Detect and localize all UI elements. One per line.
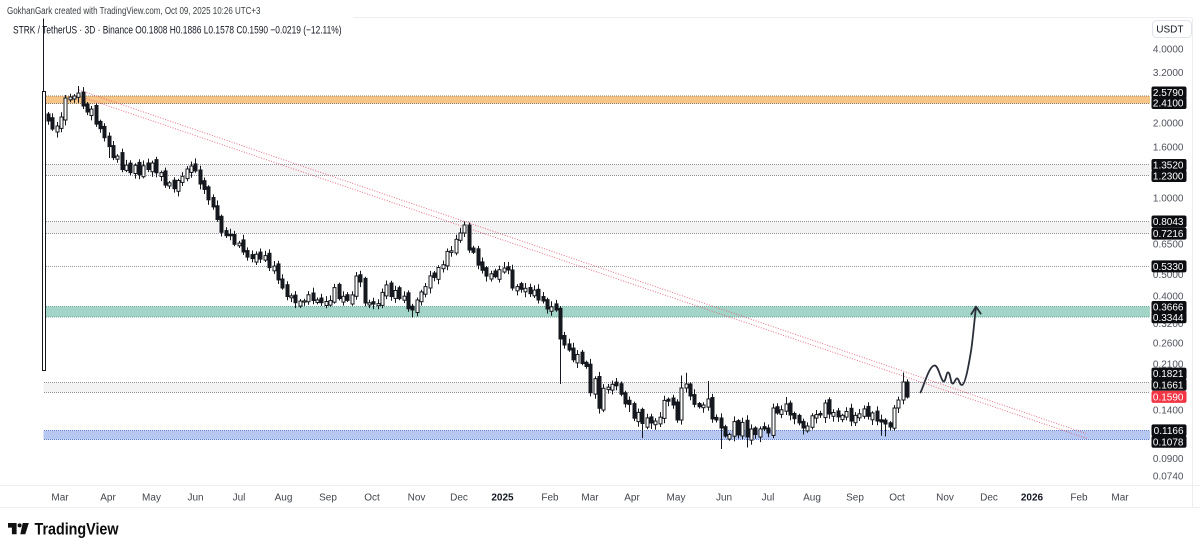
svg-text:3.2000: 3.2000 xyxy=(1153,68,1184,79)
svg-text:0.1078: 0.1078 xyxy=(1153,437,1184,448)
svg-text:2026: 2026 xyxy=(1021,493,1044,504)
svg-text:0.5330: 0.5330 xyxy=(1153,262,1184,273)
svg-text:Nov: Nov xyxy=(408,493,426,504)
svg-text:STRK / TetherUS · 3D · Binance: STRK / TetherUS · 3D · Binance O0.1808 H… xyxy=(13,25,342,37)
svg-text:2025: 2025 xyxy=(491,493,514,504)
svg-text:TradingView: TradingView xyxy=(35,521,119,539)
svg-text:0.1590: 0.1590 xyxy=(1153,392,1184,403)
svg-text:0.3200: 0.3200 xyxy=(1153,319,1184,330)
svg-text:Feb: Feb xyxy=(541,493,559,504)
svg-text:Jun: Jun xyxy=(716,493,732,504)
svg-text:Sep: Sep xyxy=(319,493,337,504)
svg-text:Aug: Aug xyxy=(803,493,821,504)
svg-text:Nov: Nov xyxy=(936,493,954,504)
svg-text:Mar: Mar xyxy=(581,493,599,504)
svg-text:0.7216: 0.7216 xyxy=(1153,229,1184,240)
svg-text:GokhanGark created with Tradin: GokhanGark created with TradingView.com,… xyxy=(7,6,261,17)
svg-text:Feb: Feb xyxy=(1070,493,1088,504)
svg-text:1.2300: 1.2300 xyxy=(1153,172,1184,183)
svg-text:Jun: Jun xyxy=(187,493,203,504)
svg-text:0.8043: 0.8043 xyxy=(1153,217,1184,228)
svg-text:0.0900: 0.0900 xyxy=(1153,454,1184,465)
svg-text:Oct: Oct xyxy=(889,493,905,504)
svg-text:May: May xyxy=(667,493,686,504)
svg-text:0.3344: 0.3344 xyxy=(1153,313,1184,324)
svg-text:0.6500: 0.6500 xyxy=(1153,240,1184,251)
svg-text:1.0000: 1.0000 xyxy=(1153,194,1184,205)
svg-text:Aug: Aug xyxy=(275,493,293,504)
svg-text:0.1821: 0.1821 xyxy=(1153,369,1184,380)
svg-text:May: May xyxy=(142,493,161,504)
svg-text:Jul: Jul xyxy=(762,493,775,504)
svg-text:Apr: Apr xyxy=(624,493,640,504)
svg-text:Jul: Jul xyxy=(233,493,246,504)
svg-text:2.5790: 2.5790 xyxy=(1153,88,1184,99)
svg-text:2.0000: 2.0000 xyxy=(1153,118,1184,129)
svg-text:0.5000: 0.5000 xyxy=(1153,270,1184,281)
svg-text:1.6000: 1.6000 xyxy=(1153,142,1184,153)
svg-text:Sep: Sep xyxy=(846,493,864,504)
svg-text:Dec: Dec xyxy=(450,493,468,504)
svg-text:0.3666: 0.3666 xyxy=(1153,303,1184,314)
svg-text:0.0740: 0.0740 xyxy=(1153,472,1184,483)
svg-text:Dec: Dec xyxy=(980,493,998,504)
svg-text:1.3520: 1.3520 xyxy=(1153,161,1184,172)
svg-text:Oct: Oct xyxy=(364,493,380,504)
svg-text:0.1400: 0.1400 xyxy=(1153,405,1184,416)
svg-text:0.2100: 0.2100 xyxy=(1153,360,1184,371)
svg-text:0.1661: 0.1661 xyxy=(1153,380,1184,391)
svg-text:0.4000: 0.4000 xyxy=(1153,291,1184,302)
svg-text:0.1166: 0.1166 xyxy=(1154,426,1184,437)
svg-text:2.4100: 2.4100 xyxy=(1153,99,1184,110)
svg-text:0.2600: 0.2600 xyxy=(1153,338,1184,349)
svg-text:Apr: Apr xyxy=(100,493,116,504)
svg-text:USDT: USDT xyxy=(1156,25,1183,36)
svg-text:Mar: Mar xyxy=(1111,493,1129,504)
svg-text:Mar: Mar xyxy=(51,493,69,504)
svg-text:4.0000: 4.0000 xyxy=(1153,45,1184,56)
